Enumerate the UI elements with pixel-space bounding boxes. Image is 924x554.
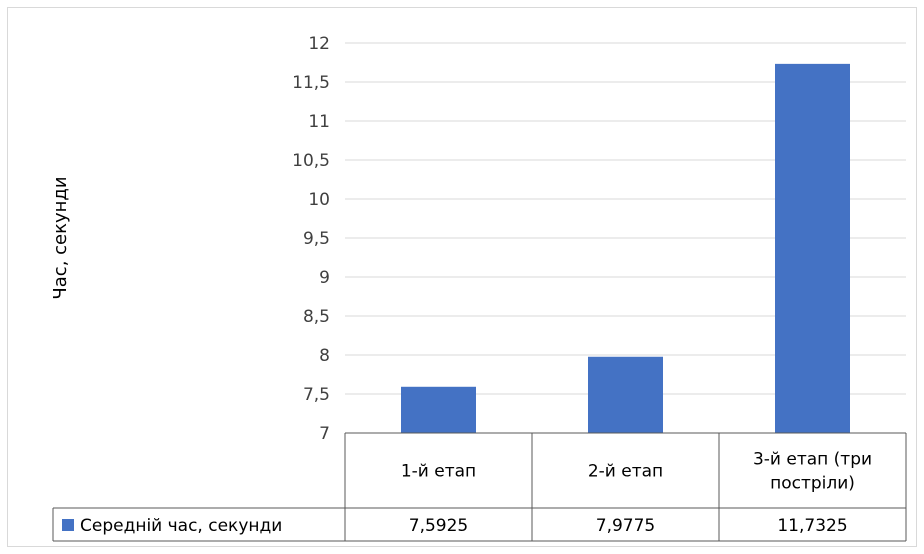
category-label: постріли)	[770, 474, 855, 494]
category-labels: 1-й етап 2-й етап 3-й етап (три постріли) 7,…	[401, 450, 872, 537]
y-tick-label: 7,5	[303, 385, 330, 405]
y-tick-label: 12	[308, 34, 330, 54]
y-tick-label: 9	[319, 268, 330, 288]
legend-swatch	[62, 519, 74, 531]
y-tick-label: 10,5	[292, 151, 330, 171]
y-tick-labels: 7 7,5 8 8,5 9 9,5 10 10,5 11 11,5 12	[292, 34, 330, 444]
data-label: 7,9775	[596, 516, 655, 536]
bars	[401, 63, 850, 434]
y-tick-label: 8,5	[303, 307, 330, 327]
bar	[588, 356, 663, 433]
bar	[775, 63, 850, 434]
legend: Середній час, секунди	[62, 516, 282, 536]
y-tick-label: 8	[319, 346, 330, 366]
y-tick-label: 9,5	[303, 229, 330, 249]
y-tick-label: 10	[308, 190, 330, 210]
legend-label: Середній час, секунди	[80, 516, 282, 536]
data-label: 11,7325	[777, 516, 847, 536]
y-tick-label: 11	[308, 112, 330, 132]
category-label: 1-й етап	[401, 462, 476, 482]
data-table	[52, 432, 907, 542]
y-tick-label: 11,5	[292, 73, 330, 93]
y-tick-label: 7	[319, 424, 330, 444]
bar	[401, 386, 476, 433]
category-label: 2-й етап	[588, 462, 663, 482]
data-label: 7,5925	[409, 516, 468, 536]
category-label: 3-й етап (три	[753, 450, 872, 470]
chart-frame	[7, 7, 917, 547]
y-axis-label: Час, секунди	[50, 176, 71, 299]
